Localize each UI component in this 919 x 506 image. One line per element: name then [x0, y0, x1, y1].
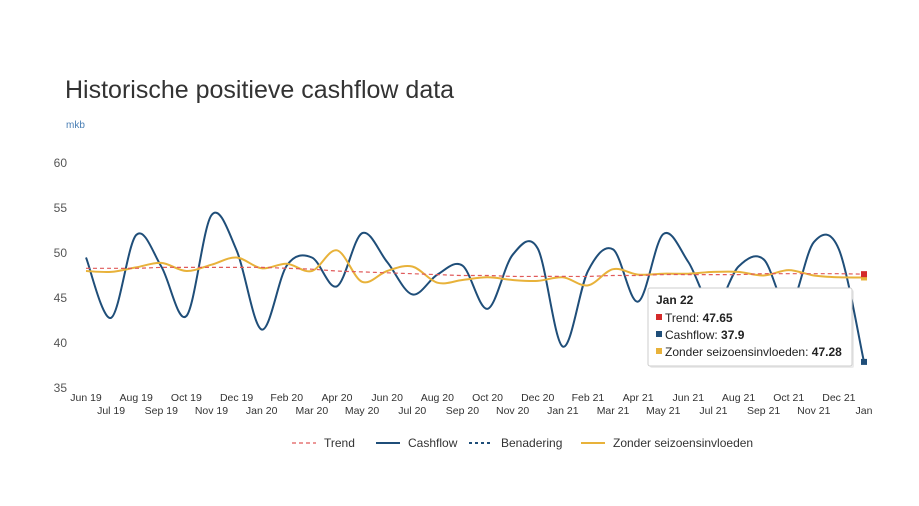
- x-tick-label: Sep 21: [747, 405, 780, 417]
- legend[interactable]: Trend Cashflow Benadering Zonder seizoensin…: [292, 436, 753, 450]
- series-line-cashflow: [85, 211, 865, 363]
- x-tick-label: Aug 21: [722, 392, 755, 404]
- data-point-marker: [861, 274, 867, 281]
- tooltip-swatch: [656, 331, 662, 337]
- x-tick-label: Apr 21: [623, 392, 654, 404]
- y-tick-label: 60: [54, 156, 68, 170]
- x-axis: Jun 19 Aug 19 Oct 19 Dec 19 Feb 20 Apr 20 Jun …: [70, 392, 872, 417]
- unit-label: mkb: [66, 120, 85, 131]
- tooltip-row: Trend: 47.65: [665, 311, 733, 325]
- x-tick-label: Jan 21: [547, 405, 579, 417]
- series-line-zonder-seizoensinvloeden: [85, 249, 865, 287]
- x-tick-label: Nov 20: [496, 405, 529, 417]
- y-tick-label: 35: [54, 381, 68, 395]
- x-tick-label: Sep 19: [145, 405, 178, 417]
- series-line-trend: [85, 266, 865, 278]
- x-tick-label: Dec 19: [220, 392, 253, 404]
- x-tick-label: Oct 19: [171, 392, 202, 404]
- y-tick-label: 40: [54, 336, 68, 350]
- tooltip: Jan 22 Trend: 47.65 Cashflow: 37.9 Zonder s…: [647, 287, 854, 368]
- legend-item-label[interactable]: Trend: [324, 436, 355, 450]
- x-tick-label: Dec 20: [521, 392, 554, 404]
- x-tick-label: Oct 20: [472, 392, 503, 404]
- x-tick-label: Sep 20: [446, 405, 479, 417]
- y-tick-label: 45: [54, 291, 68, 305]
- x-tick-label: Feb 21: [572, 392, 605, 404]
- x-tick-label: Jun 21: [673, 392, 705, 404]
- x-tick-label: Jun 20: [371, 392, 403, 404]
- x-tick-label: Mar 20: [296, 405, 329, 417]
- x-tick-label: Jul 19: [97, 405, 125, 417]
- x-tick-label: May 21: [646, 405, 681, 417]
- x-tick-label: Jul 20: [398, 405, 426, 417]
- tooltip-swatch: [656, 314, 662, 320]
- x-tick-label: Apr 20: [321, 392, 352, 404]
- y-tick-label: 50: [54, 246, 68, 260]
- chart-title: Historische positieve cashflow data: [65, 76, 455, 104]
- x-tick-label: Aug 20: [421, 392, 454, 404]
- legend-item-label[interactable]: Cashflow: [408, 436, 458, 450]
- x-tick-label: Feb 20: [270, 392, 303, 404]
- x-tick-label: Dec 21: [822, 392, 855, 404]
- tooltip-title: Jan 22: [656, 293, 694, 307]
- x-tick-label: Jan: [856, 405, 873, 417]
- data-point-marker: [861, 358, 867, 365]
- series-lines: [85, 211, 867, 365]
- legend-item-label[interactable]: Benadering: [501, 436, 562, 450]
- x-tick-label: Jan 20: [246, 405, 278, 417]
- x-tick-label: Nov 19: [195, 405, 228, 417]
- x-tick-label: Jul 21: [699, 405, 727, 417]
- tooltip-box: [647, 287, 853, 367]
- x-tick-label: Jun 19: [70, 392, 102, 404]
- x-tick-label: Nov 21: [797, 405, 830, 417]
- x-tick-label: May 20: [345, 405, 380, 417]
- x-tick-label: Aug 19: [120, 392, 153, 404]
- tooltip-swatch: [656, 348, 662, 354]
- x-tick-label: Oct 21: [773, 392, 804, 404]
- tooltip-row: Cashflow: 37.9: [665, 328, 745, 342]
- tooltip-row: Zonder seizoensinvloeden: 47.28: [665, 345, 842, 359]
- y-axis: 35 40 45 50 55 60: [54, 156, 68, 395]
- x-tick-label: Mar 21: [597, 405, 630, 417]
- legend-item-label[interactable]: Zonder seizoensinvloeden: [613, 436, 753, 450]
- data-point-marker: [861, 271, 867, 278]
- y-tick-label: 55: [54, 201, 68, 215]
